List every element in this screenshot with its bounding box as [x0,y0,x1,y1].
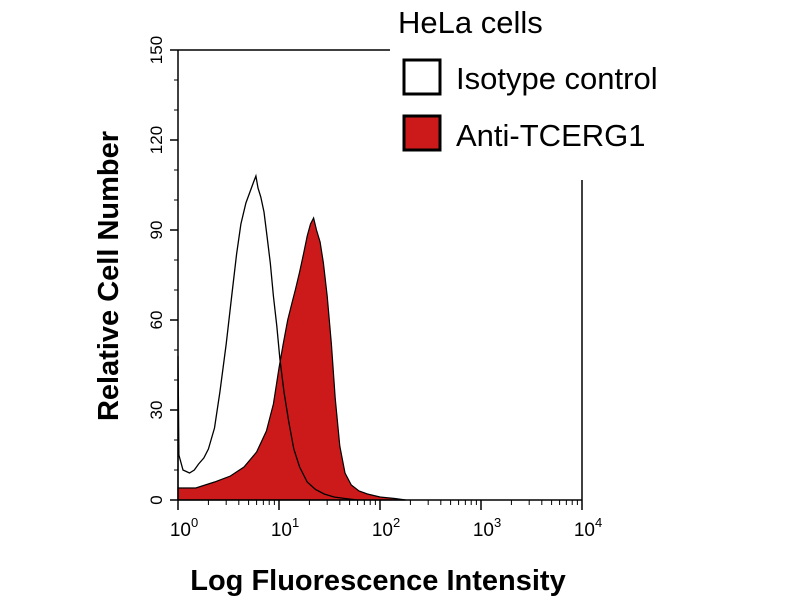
y-tick-label: 90 [147,221,166,240]
series-isotype-control [177,173,358,501]
axes [170,49,583,510]
y-axis-label: Relative Cell Number [93,131,125,421]
legend-label-anti-tcerg1: Anti-TCERG1 [456,118,645,153]
series-anti-tcerg1 [177,216,406,501]
x-axis-label: Log Fluorescence Intensity [190,565,565,597]
y-tick-label: 0 [147,495,166,504]
tick-labels: 0 30 60 90 120 150 100 101 102 103 104 [147,36,602,541]
y-tick-label: 150 [147,36,166,64]
x-tick-label: 104 [574,515,602,541]
legend-label-isotype-control: Isotype control [456,61,658,96]
plot-area [177,173,406,501]
y-tick-label: 30 [147,401,166,420]
x-tick-label: 103 [473,515,501,541]
x-tick-label: 100 [170,515,198,541]
legend-swatch-isotype-control [402,58,442,96]
x-tick-label: 101 [271,515,299,541]
legend: HeLa cells Isotype control Anti-TCERG1 [398,5,658,153]
x-tick-label: 102 [372,515,400,541]
y-tick-label: 120 [147,126,166,154]
legend-title: HeLa cells [398,5,543,40]
y-tick-label: 60 [147,311,166,330]
legend-swatch-anti-tcerg1 [402,114,442,152]
